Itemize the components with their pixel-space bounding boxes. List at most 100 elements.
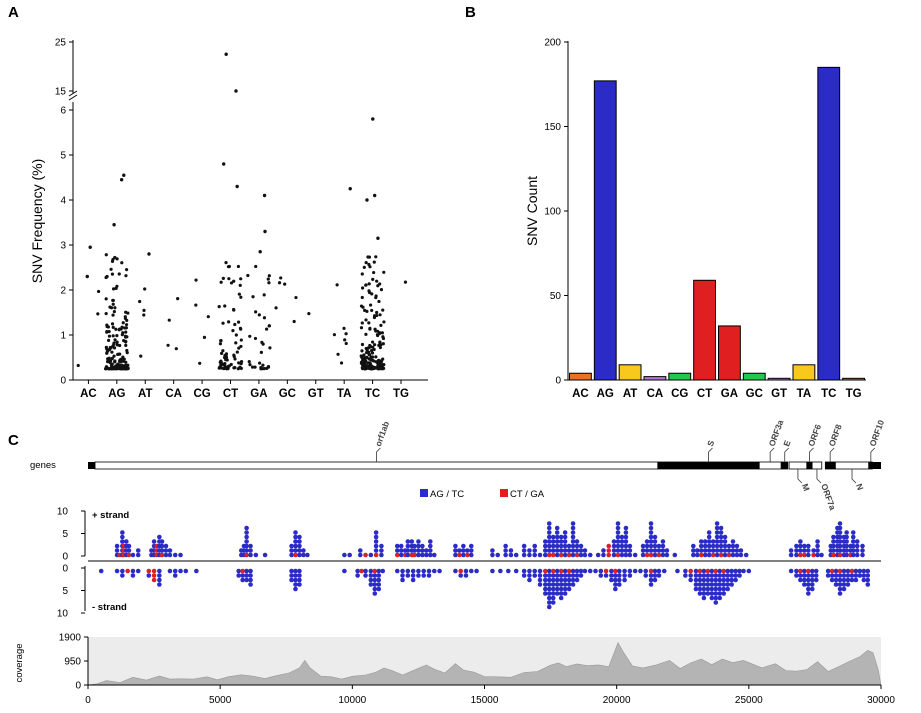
plus-strand-dot [734, 548, 740, 553]
panel-a-point [237, 346, 241, 350]
minus-strand-dot [802, 582, 807, 587]
panel-a-point [259, 350, 263, 354]
minus-strand-dot [643, 568, 649, 574]
minus-strand-dot [157, 573, 162, 578]
plus-strand-dot [860, 543, 865, 549]
plus-strand-dot [706, 534, 712, 540]
minus-strand-dot [546, 577, 552, 583]
minus-strand-dot [546, 604, 552, 610]
minus-strand-dot [542, 568, 548, 574]
plus-strand-dot [135, 552, 141, 558]
panel-a-y-tick-label: 15 [55, 87, 67, 98]
plus-strand-dot [570, 548, 576, 553]
plus-strand-dot [850, 534, 856, 540]
minus-strand-dot [721, 573, 727, 578]
panel-a-point [265, 327, 269, 331]
panel-a-point [139, 354, 143, 358]
minus-strand-dot [798, 573, 803, 578]
minus-strand-dot [833, 568, 839, 574]
genome-x-tick-label: 15000 [471, 695, 499, 706]
plus-strand-dot [722, 548, 728, 553]
minus-strand-dot [705, 577, 711, 583]
panel-a-category-label: AG [108, 388, 125, 400]
minus-strand-dot [688, 573, 693, 578]
gene-n [834, 461, 870, 470]
plus-strand-dot [702, 548, 708, 553]
panel-a-point [105, 274, 109, 279]
plus-strand-dot [652, 534, 658, 540]
plus-strand-dot [120, 530, 125, 535]
panel-a-point [248, 334, 252, 338]
plus-strand-dot [159, 552, 165, 558]
minus-strand-dot [372, 582, 378, 587]
gene-orf3a [758, 461, 782, 470]
minus-strand-dot [550, 582, 556, 587]
plus-strand-dot [574, 543, 580, 549]
minus-strand-dot [380, 568, 386, 574]
plus-strand-dot [465, 548, 470, 553]
plus-strand-dot [126, 552, 132, 558]
plus-strand-dot [305, 552, 310, 558]
plus-strand-dot [405, 548, 411, 553]
minus-strand-dot [236, 573, 241, 578]
panel-b-bar-cg [668, 372, 692, 381]
minus-strand-dot [613, 573, 618, 578]
minus-strand-dot [849, 577, 855, 583]
plus-strand-dot [373, 548, 379, 553]
minus-strand-dot [293, 573, 298, 578]
panel-a-point [238, 283, 242, 287]
minus-strand-dot [865, 582, 871, 587]
panel-a-point [235, 184, 239, 189]
gene-orf10 [868, 461, 873, 470]
minus-strand-dot [709, 586, 715, 592]
minus-strand-dot [813, 573, 819, 578]
plus-strand-dot [850, 548, 856, 553]
plus-strand-dot [582, 548, 588, 553]
panel-a-y-tick-label: 6 [60, 106, 66, 117]
minus-strand-dot [709, 573, 715, 578]
plus-strand-dot [615, 552, 621, 558]
panel-a-point [372, 343, 377, 347]
minus-strand-dot [617, 577, 622, 583]
minus-strand-dot [729, 568, 734, 574]
panel-a-point [105, 347, 109, 351]
minus-strand-dot [240, 577, 245, 583]
minus-strand-dot [709, 577, 715, 583]
minus-strand-dot [697, 586, 703, 592]
minus-strand-tick-label: 0 [62, 564, 68, 575]
panel-a-point [125, 318, 129, 322]
minus-strand-dot [405, 573, 411, 578]
minus-strand-dot [661, 568, 667, 574]
plus-strand-dot [702, 539, 708, 544]
minus-strand-dot [741, 568, 746, 574]
panel-b-bar-ta [792, 364, 816, 381]
panel-a-point [232, 307, 236, 312]
plus-strand-dot [490, 548, 495, 553]
minus-strand-dot [841, 582, 847, 587]
minus-strand-dot [833, 582, 839, 587]
plus-strand-dot [570, 552, 576, 558]
minus-strand-dot [701, 582, 707, 587]
panel-a-point [364, 332, 368, 336]
panel-a-point [254, 264, 258, 269]
minus-strand-dot [521, 573, 527, 578]
panel-a-point [374, 294, 378, 298]
plus-strand-dot [293, 548, 298, 553]
minus-strand-dot [558, 568, 564, 574]
plus-strand-dot [710, 552, 716, 558]
plus-strand-dot [527, 552, 532, 558]
minus-strand-dot [622, 568, 627, 574]
plus-strand-dot [718, 539, 724, 544]
panel-a-point [124, 323, 129, 327]
plus-strand-dot [798, 539, 803, 544]
plus-strand-dot [734, 552, 740, 558]
plus-strand-dot [554, 543, 560, 549]
plus-strand-dot [289, 552, 294, 558]
panel-a-point [371, 117, 375, 121]
plus-strand-dot [461, 548, 466, 553]
minus-strand-dot [437, 568, 442, 574]
minus-strand-dot [248, 582, 253, 587]
panel-a-point [124, 330, 128, 334]
plus-strand-dot [416, 548, 421, 553]
minus-strand-dot [652, 568, 658, 574]
